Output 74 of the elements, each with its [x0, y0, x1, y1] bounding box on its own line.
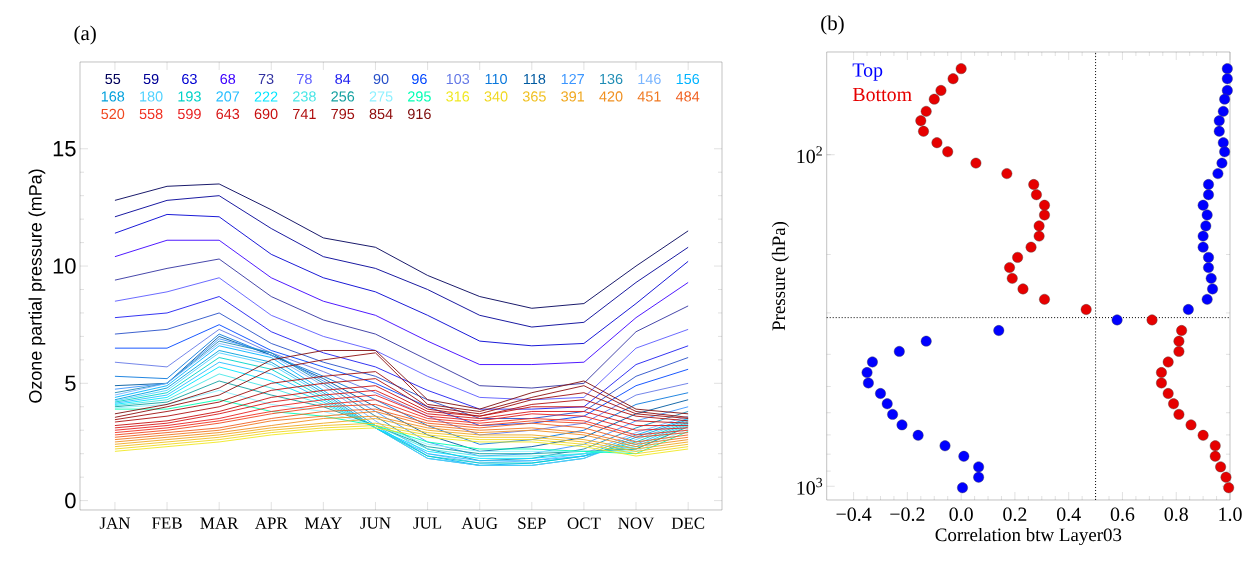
text: 96: [412, 73, 427, 85]
text: 643: [216, 108, 240, 120]
x-tick-label: DEC: [671, 517, 705, 529]
text: 90: [373, 73, 389, 85]
text: 78: [297, 73, 312, 85]
chart-title: (b): [821, 15, 844, 35]
x-tick-label: FEB: [151, 517, 182, 529]
x-tick-label: 1.0: [1219, 507, 1242, 522]
text: 741: [293, 108, 316, 119]
x-tick-label: −0.2: [890, 507, 925, 522]
text: 168: [101, 91, 125, 102]
y-tick-label: 5: [65, 375, 76, 391]
text: 520: [101, 108, 125, 120]
text: 59: [143, 73, 159, 85]
y-axis-title: Pressure (hPa): [771, 221, 789, 331]
x-tick-label: MAY: [304, 517, 342, 529]
text: 55: [105, 73, 121, 85]
text: 103: [446, 73, 470, 85]
text: 118: [523, 73, 546, 85]
x-tick-label: JUN: [360, 517, 391, 529]
text: 599: [177, 108, 201, 120]
text: 222: [254, 91, 278, 102]
text: 340: [484, 91, 508, 102]
y-tick-label: 15: [53, 141, 76, 157]
text: 73: [258, 73, 274, 85]
x-tick-label: 0.0: [949, 507, 973, 522]
text: 238: [293, 91, 316, 102]
series-label: Bottom: [852, 87, 912, 102]
x-tick-label: JUL: [413, 517, 442, 529]
text: 180: [140, 91, 163, 102]
text: 275: [369, 91, 393, 102]
text: 295: [408, 91, 431, 102]
x-tick-label: 0.4: [1057, 507, 1081, 522]
chart-title: (a): [74, 25, 96, 45]
text: 391: [561, 91, 585, 102]
y-tick-label: 10$^{2}$: [797, 146, 822, 164]
text: 256: [331, 91, 355, 102]
text: 63: [182, 73, 197, 85]
text: Top: [852, 63, 883, 81]
text: 316: [446, 91, 470, 102]
text: 193: [178, 91, 201, 102]
x-tick-label: APR: [254, 517, 288, 529]
text: 110: [485, 73, 507, 85]
y-axis-title: Ozone partial pressure (mPa): [28, 169, 46, 403]
x-tick-label: −0.4: [836, 507, 872, 522]
text: 795: [331, 108, 355, 120]
y-tick-label: 10$^{3}$: [797, 477, 823, 495]
text: 484: [675, 91, 700, 102]
x-tick-label: 0.6: [1110, 507, 1135, 522]
x-tick-label: AUG: [461, 517, 498, 529]
y-tick-label: 10: [53, 258, 76, 274]
y-tick-label: 0: [65, 492, 76, 509]
text: 146: [638, 73, 661, 85]
x-axis-title: Correlation btw Layer03: [935, 527, 1122, 546]
text: 136: [600, 73, 623, 85]
text: 365: [522, 91, 546, 102]
text: 84: [335, 73, 351, 85]
x-tick-label: 0.2: [1003, 507, 1027, 522]
text: 420: [599, 91, 623, 102]
text: 916: [407, 108, 431, 120]
text: 68: [220, 73, 236, 85]
x-tick-label: OCT: [567, 517, 601, 529]
text: 127: [561, 73, 584, 85]
x-tick-label: JAN: [99, 517, 131, 529]
text: 451: [637, 91, 661, 102]
text: 558: [139, 108, 163, 120]
x-tick-label: NOV: [618, 517, 655, 529]
text: 690: [254, 108, 278, 120]
x-tick-label: MAR: [200, 517, 239, 529]
x-tick-label: SEP: [518, 517, 546, 529]
text: 854: [369, 108, 393, 120]
x-tick-label: 0.8: [1164, 507, 1188, 522]
text: 207: [216, 91, 240, 102]
text: 156: [676, 73, 700, 85]
